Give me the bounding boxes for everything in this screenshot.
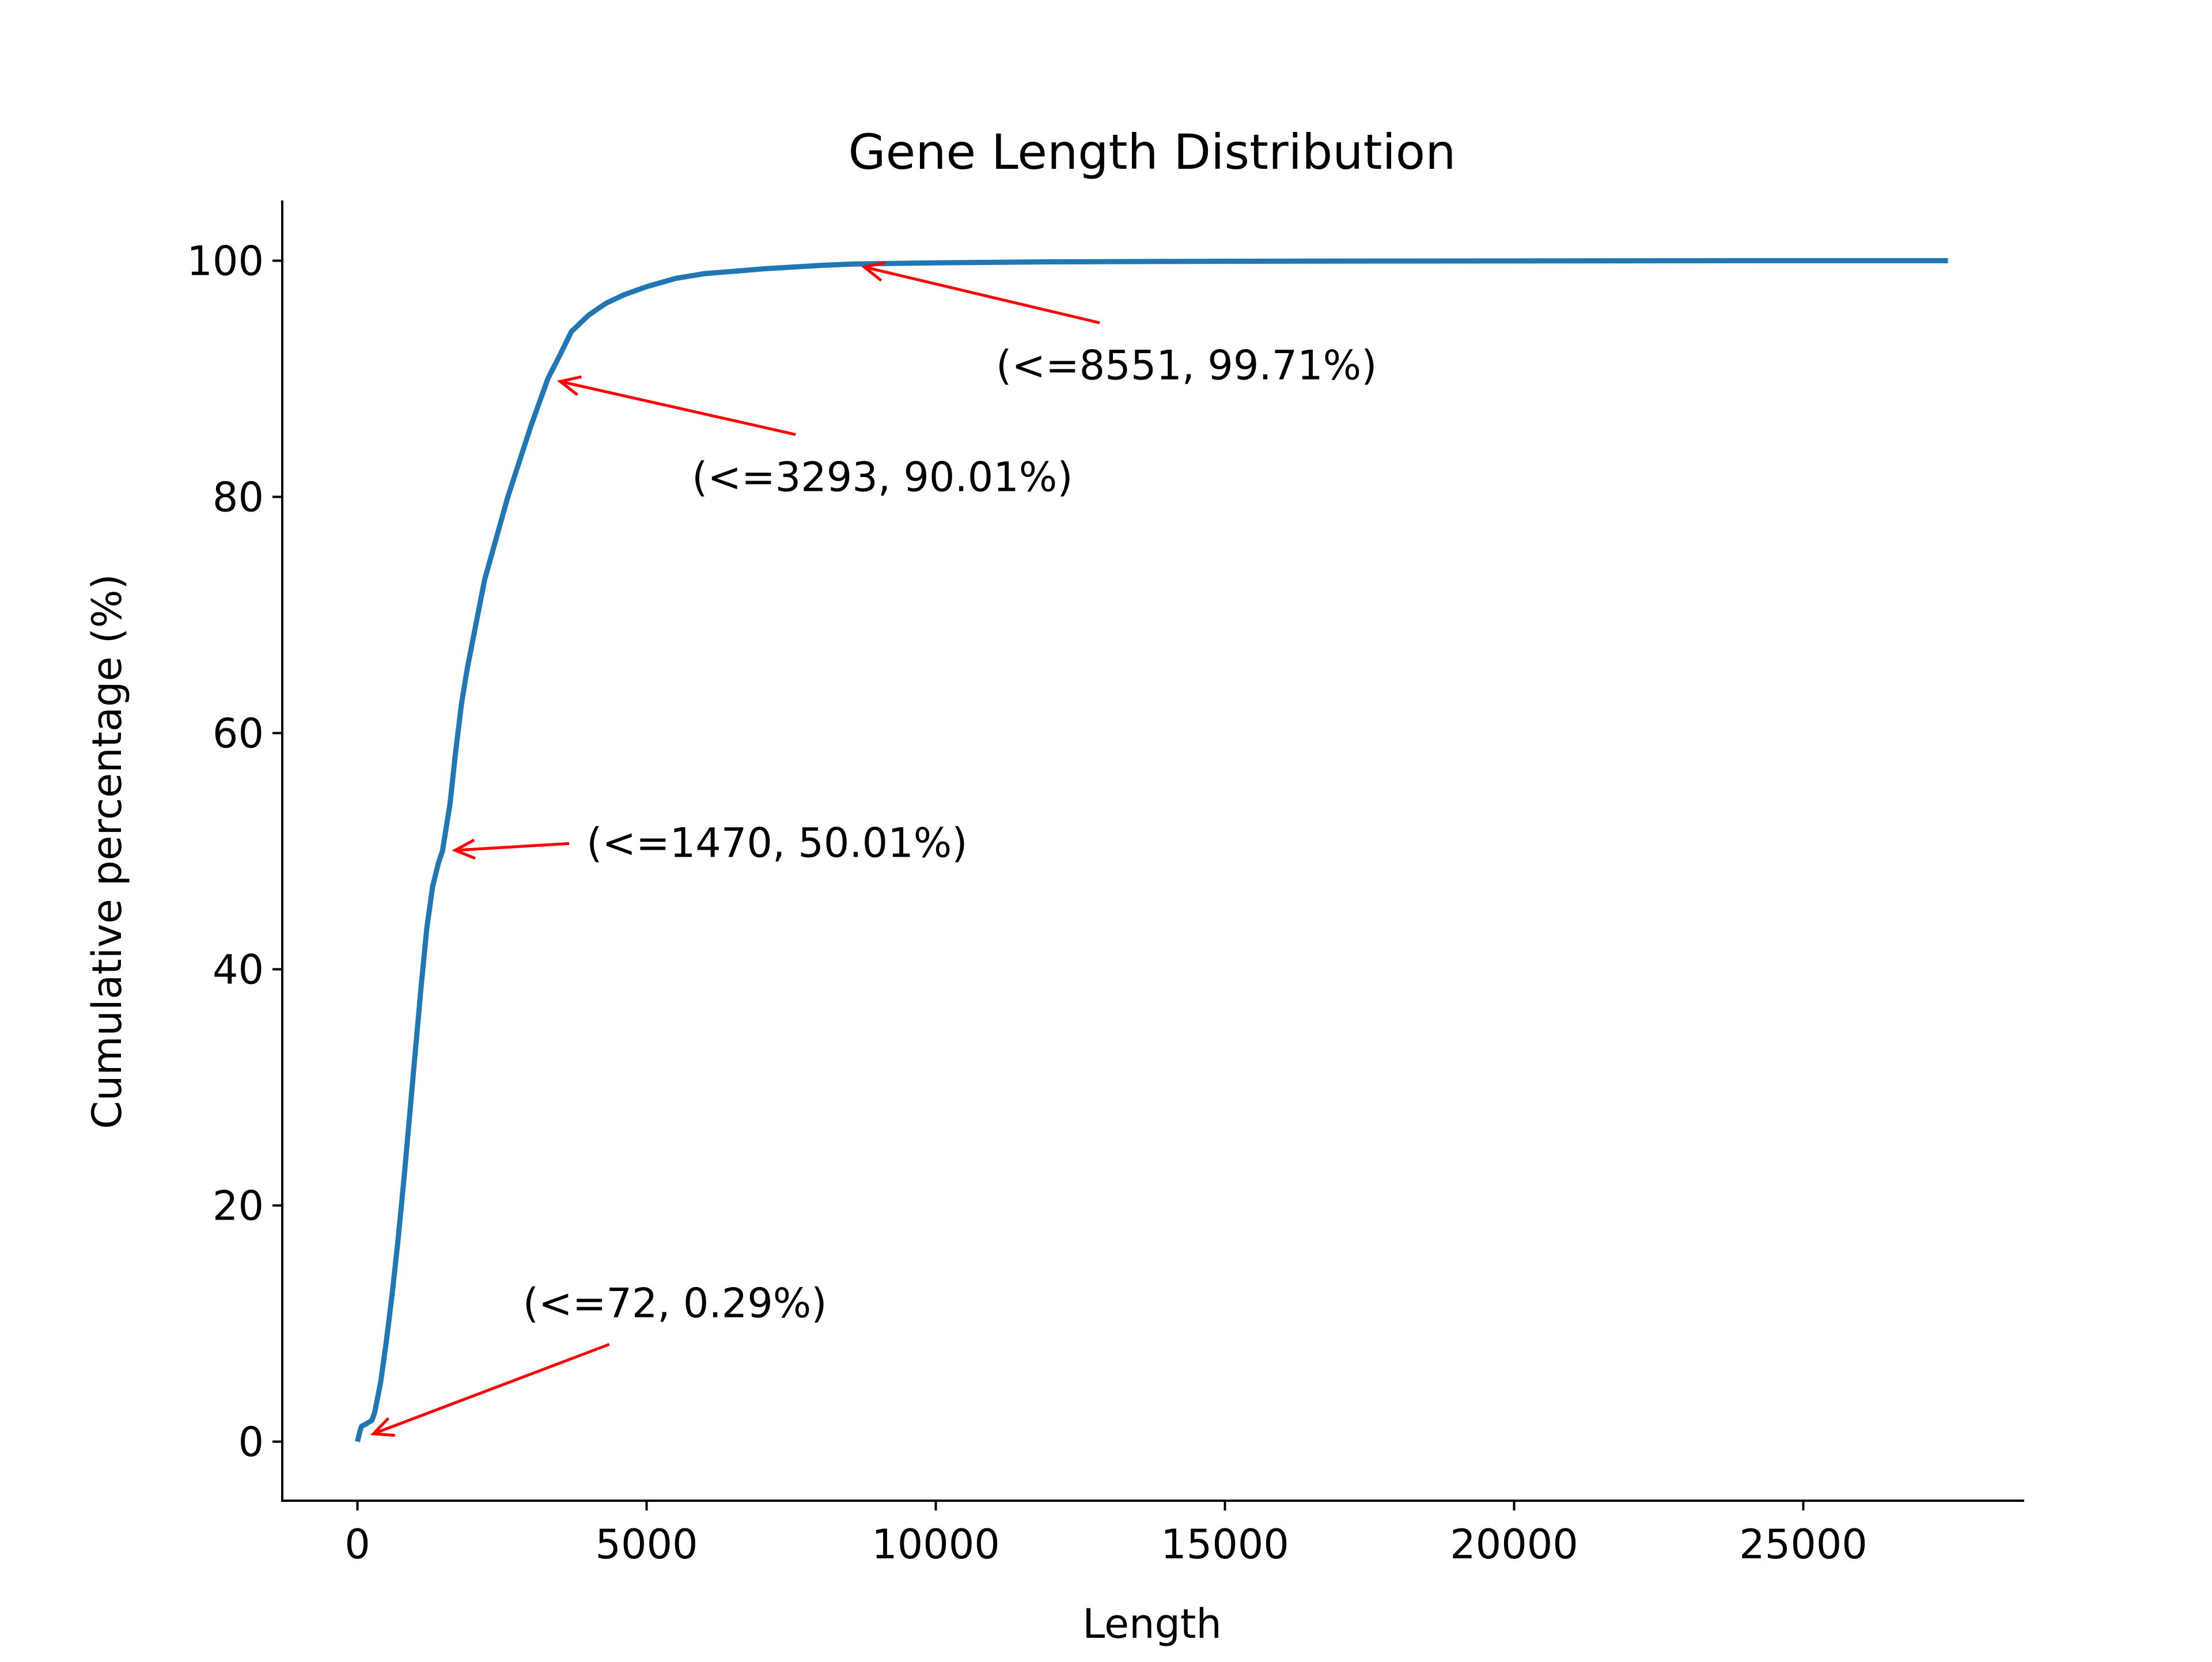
x-tick-label: 5000 — [595, 1521, 698, 1568]
y-axis-title: Cumulative percentage (%) — [84, 574, 131, 1129]
annotation-arrow-head — [861, 261, 886, 282]
cumulative-series-line — [355, 258, 1948, 1443]
annotation-arrow-head — [370, 1417, 395, 1437]
annotation-arrow-shaft — [560, 380, 796, 436]
annotation-arrow-shaft — [373, 1343, 610, 1436]
annotation-arrow-head — [452, 838, 476, 860]
x-tick-label: 20000 — [1450, 1521, 1578, 1568]
x-axis-title: Length — [1082, 1600, 1221, 1648]
chart-title: Gene Length Distribution — [849, 124, 1456, 180]
series-group — [355, 258, 1948, 1443]
annotation-label: (<=8551, 99.71%) — [996, 342, 1377, 389]
annotation-label: (<=1470, 50.01%) — [586, 819, 967, 866]
annotation-label: (<=3293, 90.01%) — [692, 453, 1073, 501]
annotations: (<=72, 0.29%) (<=1470, 50.01%) (<=3293, 90… — [370, 261, 1377, 1437]
y-tick-label: 40 — [213, 947, 264, 994]
y-tick-label: 80 — [213, 474, 264, 521]
annotation-arrow-head — [556, 375, 582, 396]
y-tick-label: 0 — [238, 1419, 264, 1466]
y-tick-label: 100 — [187, 238, 264, 285]
y-tick-label: 60 — [213, 710, 264, 758]
annotation-arrow-shaft — [454, 842, 570, 852]
x-tick-label: 25000 — [1739, 1521, 1868, 1568]
x-tick-label: 15000 — [1161, 1521, 1289, 1568]
annotation-label: (<=72, 0.29%) — [523, 1280, 827, 1327]
axes: 0 5000 10000 15000 20000 25000 0 20 40 60 80 100 — [187, 200, 2024, 1568]
x-tick-label: 10000 — [872, 1521, 1000, 1568]
y-tick-label: 20 — [213, 1183, 264, 1230]
annotation-arrow-shaft — [863, 266, 1100, 324]
x-tick-label: 0 — [344, 1521, 370, 1568]
